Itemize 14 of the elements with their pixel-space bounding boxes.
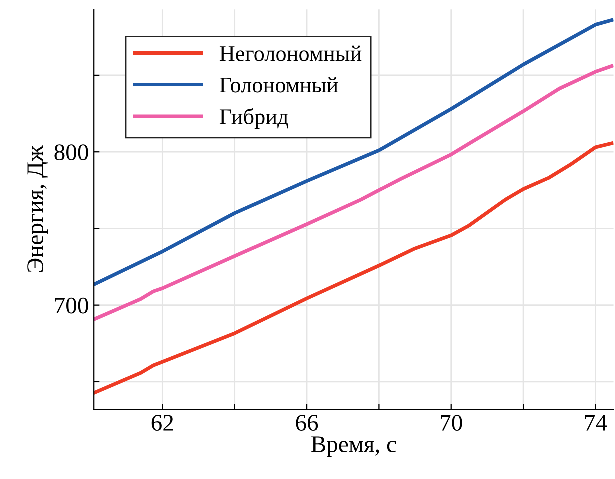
line-series xyxy=(94,18,614,286)
legend-label: Гибрид xyxy=(220,108,288,130)
x-tick-label: 62 xyxy=(152,415,174,432)
line-series xyxy=(94,142,614,395)
legend-label: Голономный xyxy=(220,77,338,93)
x-tick-label: 66 xyxy=(296,415,318,432)
y-tick-label: 800 xyxy=(54,144,88,161)
legend-label: Неголономный xyxy=(220,46,362,62)
x-tick-label: 70 xyxy=(441,415,462,432)
y-axis-title: Энергия, Дж xyxy=(28,146,48,272)
y-tick-label: 700 xyxy=(55,298,88,314)
x-tick-label: 74 xyxy=(585,415,608,431)
x-axis-title: Время, с xyxy=(312,436,396,458)
line-series xyxy=(94,64,614,322)
